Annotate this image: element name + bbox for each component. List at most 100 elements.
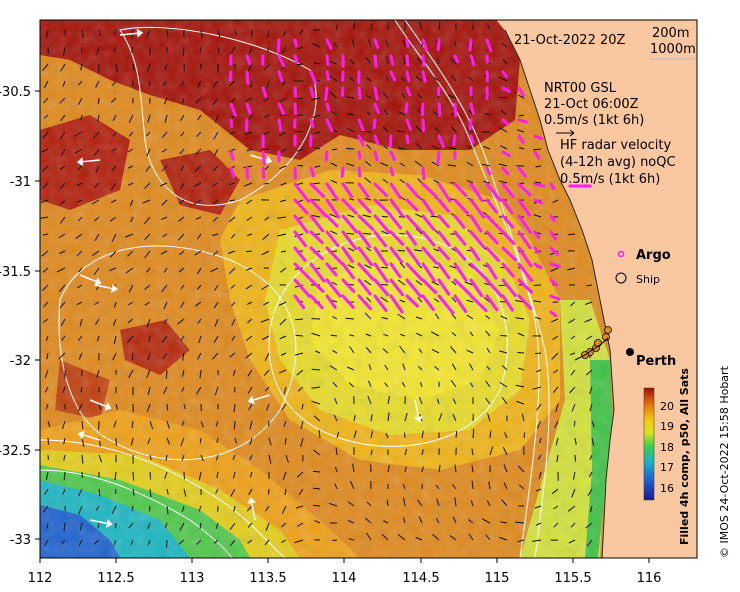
model-vector — [368, 380, 372, 388]
x-tick-label: 116 — [637, 571, 662, 586]
model-vector — [450, 346, 457, 354]
model-vector — [533, 214, 542, 218]
model-vector — [586, 284, 593, 287]
x-tick: 112 — [28, 558, 53, 586]
model-vector — [232, 454, 236, 460]
model-vector — [146, 131, 151, 137]
x-tick-label: 113.5 — [249, 571, 286, 586]
model-vector — [312, 182, 321, 185]
hf-vector — [324, 150, 329, 162]
model-vector — [295, 318, 304, 321]
model-vector — [538, 471, 542, 479]
model-vector — [60, 114, 66, 122]
model-vector — [229, 539, 236, 547]
hf-vector — [293, 182, 310, 203]
model-vector — [95, 165, 100, 173]
hf-vector — [325, 118, 334, 133]
model-vector — [535, 165, 542, 168]
hf-vector — [549, 310, 558, 318]
model-vector — [521, 413, 525, 422]
model-vector — [181, 454, 185, 461]
model-vector — [212, 182, 219, 187]
hf-vector — [293, 198, 309, 215]
model-vector — [180, 437, 185, 447]
model-vector — [501, 396, 508, 405]
hf-vector — [389, 198, 404, 218]
model-vector — [553, 522, 559, 528]
model-vector — [59, 182, 66, 190]
model-vector — [227, 250, 236, 254]
model-vector — [318, 429, 321, 439]
model-vector — [346, 96, 355, 99]
model-vector — [348, 538, 355, 541]
hf-vector — [293, 262, 311, 280]
model-vector — [215, 522, 219, 529]
model-vector — [198, 335, 202, 344]
contour-label-200m: 200m — [652, 26, 689, 41]
model-vector — [382, 126, 389, 133]
model-vector — [383, 333, 389, 337]
model-vector — [42, 131, 49, 139]
hf-label-line2: (4-12h avg) noQC — [560, 155, 676, 170]
model-vector — [404, 412, 408, 422]
model-vector — [450, 380, 457, 388]
hf-vector — [357, 294, 373, 311]
hf-vector — [437, 230, 451, 247]
x-tick-label: 112 — [28, 571, 53, 586]
hf-vector — [309, 70, 317, 85]
legend: Argo Ship — [615, 248, 671, 286]
white-vector — [252, 394, 271, 401]
model-vector — [217, 46, 220, 54]
hf-vector — [453, 246, 467, 261]
model-vector — [348, 334, 355, 337]
model-vector — [364, 198, 372, 201]
hf-vector — [453, 54, 460, 64]
hf-vector — [469, 262, 489, 281]
model-vector — [183, 403, 186, 410]
hf-vector — [485, 278, 503, 298]
model-vector — [298, 488, 304, 496]
model-vector — [94, 318, 100, 326]
model-vector — [517, 539, 525, 543]
model-vector — [380, 296, 389, 303]
hf-vector — [325, 182, 339, 201]
model-vector — [312, 43, 321, 48]
model-vector — [113, 318, 117, 326]
hf-vector — [405, 54, 410, 67]
model-vector — [297, 164, 304, 167]
model-vector — [572, 471, 576, 480]
hf-vector — [517, 118, 528, 124]
model-vector — [488, 481, 491, 490]
model-vector — [279, 165, 287, 170]
model-vector — [312, 487, 321, 490]
model-vector — [247, 522, 253, 528]
model-vector — [110, 199, 117, 203]
model-vector — [352, 463, 355, 473]
hf-vector — [549, 262, 561, 268]
model-vector — [113, 539, 117, 546]
hf-vector — [340, 86, 345, 97]
model-vector — [230, 301, 236, 307]
model-vector — [366, 501, 372, 507]
model-vector — [76, 182, 83, 186]
model-vector — [76, 284, 83, 289]
model-vector — [280, 182, 287, 186]
hf-vector — [373, 214, 391, 234]
model-vector — [124, 233, 134, 238]
model-vector — [535, 369, 542, 373]
model-vector — [589, 403, 593, 412]
model-vector — [268, 454, 272, 464]
model-vector — [180, 165, 185, 171]
model-vector — [413, 249, 423, 252]
model-vector — [42, 233, 49, 236]
model-vector — [347, 113, 355, 116]
y-tick: -30.5 — [0, 85, 40, 100]
model-vector — [228, 80, 236, 87]
model-vector — [329, 502, 338, 507]
y-tick: -32 — [10, 354, 40, 369]
model-vector — [179, 250, 185, 256]
model-vector — [281, 505, 287, 514]
hf-vector — [373, 262, 389, 283]
model-vector — [552, 335, 559, 341]
hf-vector — [468, 38, 473, 52]
